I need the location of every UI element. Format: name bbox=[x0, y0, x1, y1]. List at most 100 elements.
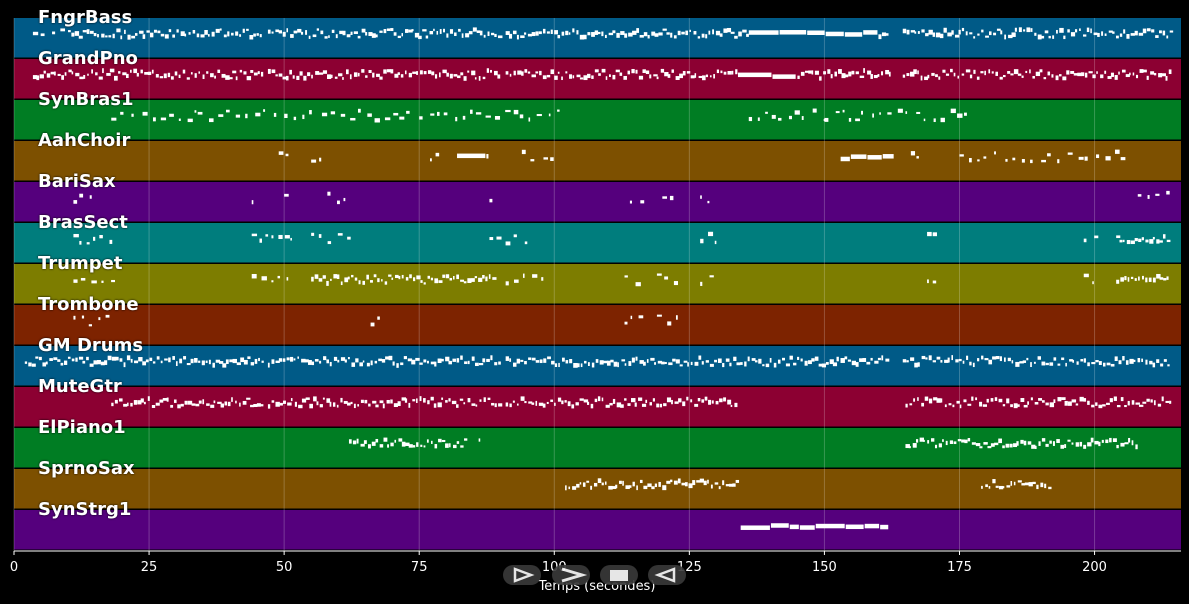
stop-button[interactable] bbox=[600, 565, 638, 585]
note bbox=[378, 358, 383, 362]
note bbox=[335, 34, 338, 39]
note bbox=[1026, 357, 1029, 361]
note bbox=[194, 73, 197, 78]
note bbox=[920, 75, 923, 81]
rewind-button[interactable] bbox=[648, 565, 686, 585]
note bbox=[416, 398, 418, 403]
note bbox=[879, 112, 881, 115]
note bbox=[631, 357, 635, 363]
note bbox=[1025, 70, 1028, 74]
note bbox=[328, 35, 330, 38]
note bbox=[677, 30, 681, 36]
note bbox=[844, 74, 849, 78]
note bbox=[965, 31, 968, 36]
note bbox=[524, 401, 527, 404]
note bbox=[981, 29, 984, 33]
note bbox=[601, 482, 604, 486]
note bbox=[729, 362, 732, 367]
note bbox=[289, 69, 292, 75]
fast-forward-button[interactable] bbox=[552, 565, 590, 585]
note bbox=[1120, 277, 1124, 282]
note bbox=[959, 404, 962, 409]
note bbox=[379, 444, 384, 448]
note bbox=[657, 360, 663, 364]
note bbox=[885, 358, 890, 362]
note bbox=[406, 110, 410, 114]
note bbox=[700, 195, 702, 199]
note bbox=[1067, 152, 1073, 155]
note bbox=[779, 30, 807, 35]
note bbox=[342, 30, 346, 36]
note bbox=[915, 439, 919, 443]
note bbox=[611, 486, 617, 489]
note bbox=[354, 277, 358, 281]
note bbox=[342, 77, 344, 80]
note bbox=[383, 69, 387, 74]
note bbox=[972, 362, 975, 368]
note bbox=[576, 74, 581, 78]
note bbox=[401, 33, 404, 37]
note bbox=[1116, 235, 1121, 239]
note bbox=[1150, 71, 1155, 75]
note bbox=[789, 355, 793, 360]
note bbox=[645, 399, 648, 404]
note bbox=[643, 361, 646, 366]
note bbox=[624, 398, 627, 401]
note bbox=[757, 117, 760, 121]
note bbox=[1141, 275, 1144, 280]
note bbox=[97, 34, 99, 38]
note bbox=[397, 72, 400, 75]
note bbox=[318, 234, 322, 238]
note bbox=[89, 30, 94, 34]
note bbox=[921, 402, 925, 407]
note bbox=[404, 70, 407, 75]
note bbox=[874, 360, 879, 364]
note bbox=[285, 75, 289, 81]
note bbox=[690, 75, 695, 79]
note bbox=[1088, 71, 1093, 74]
note bbox=[688, 483, 693, 489]
note bbox=[932, 280, 937, 284]
note bbox=[140, 398, 144, 403]
note bbox=[662, 485, 667, 491]
note bbox=[769, 357, 772, 363]
note bbox=[1148, 277, 1152, 282]
note bbox=[460, 279, 465, 282]
note bbox=[75, 72, 80, 77]
note bbox=[1059, 27, 1064, 33]
note bbox=[296, 75, 300, 81]
note bbox=[587, 32, 591, 36]
note bbox=[251, 200, 254, 205]
note bbox=[765, 363, 770, 368]
note bbox=[408, 402, 411, 408]
note bbox=[964, 439, 968, 444]
note bbox=[572, 75, 575, 79]
note bbox=[548, 113, 551, 117]
note bbox=[650, 357, 655, 361]
note bbox=[1102, 404, 1106, 407]
note bbox=[664, 361, 667, 365]
play-button[interactable] bbox=[503, 565, 541, 585]
note bbox=[821, 363, 826, 368]
note bbox=[656, 273, 662, 276]
x-tick-label: 25 bbox=[140, 560, 158, 575]
note bbox=[390, 442, 394, 447]
note bbox=[213, 400, 216, 404]
note bbox=[923, 118, 926, 122]
note bbox=[546, 401, 549, 404]
note bbox=[716, 69, 720, 74]
note bbox=[232, 358, 237, 364]
track-label: BrasSect bbox=[38, 212, 128, 233]
note bbox=[951, 30, 954, 35]
note bbox=[1041, 159, 1047, 163]
note bbox=[225, 359, 229, 364]
note bbox=[664, 71, 669, 77]
note bbox=[1141, 358, 1144, 362]
note bbox=[1006, 485, 1011, 488]
note bbox=[235, 114, 241, 118]
note bbox=[409, 274, 412, 279]
note bbox=[639, 479, 643, 484]
note bbox=[919, 437, 925, 442]
note bbox=[542, 403, 546, 408]
note bbox=[654, 33, 659, 37]
